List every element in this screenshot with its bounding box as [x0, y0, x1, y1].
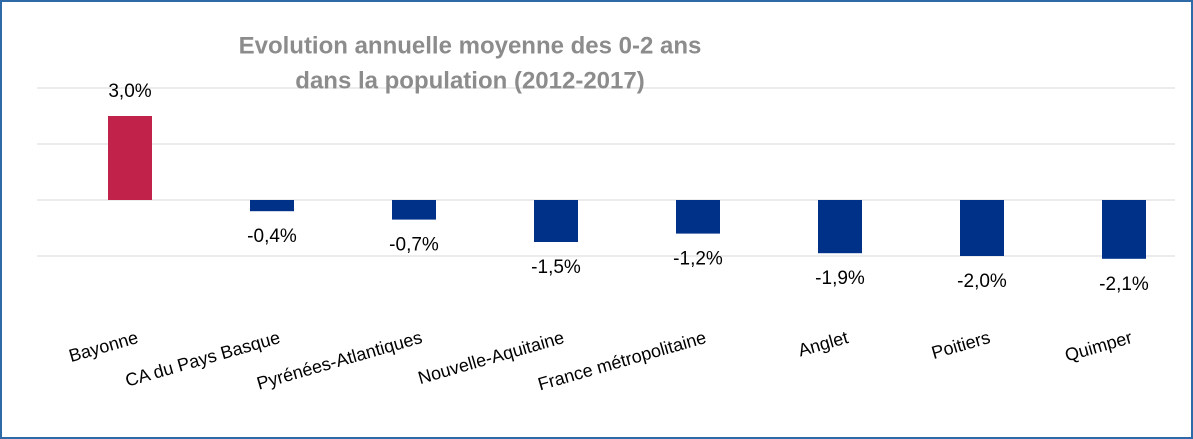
bar — [676, 200, 720, 234]
bar — [250, 200, 294, 212]
data-label: -1,9% — [815, 268, 865, 289]
chart-title: Evolution annuelle moyenne des 0-2 ans — [239, 32, 702, 59]
bar — [108, 116, 152, 200]
data-label: 3,0% — [108, 81, 151, 102]
data-label: -1,5% — [531, 257, 581, 278]
data-label: -2,1% — [1099, 274, 1149, 295]
bar — [534, 200, 578, 242]
bar — [960, 200, 1004, 256]
bar — [392, 200, 436, 220]
data-label: -0,4% — [247, 226, 297, 247]
chart-title: dans la population (2012-2017) — [295, 67, 644, 94]
data-label: -2,0% — [957, 271, 1007, 292]
data-label: -1,2% — [673, 249, 723, 270]
bar — [818, 200, 862, 254]
data-label: -0,7% — [389, 235, 439, 256]
bar — [1102, 200, 1146, 259]
